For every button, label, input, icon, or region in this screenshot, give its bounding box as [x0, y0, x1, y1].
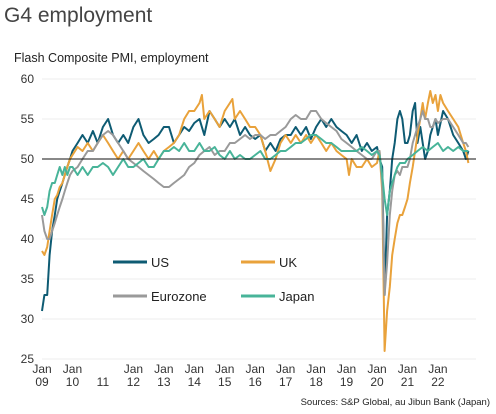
- x-tick-label: 11: [97, 375, 110, 389]
- series-line-japan: [41, 134, 469, 216]
- legend: US UK Eurozone Japan: [113, 255, 314, 304]
- x-tick-label: 21: [401, 375, 415, 389]
- x-tick-label: 22: [431, 375, 445, 389]
- x-tick-label: 10: [66, 375, 80, 389]
- y-tick-label: 25: [21, 352, 35, 366]
- x-tick-label: Jan: [367, 362, 386, 376]
- x-tick-label: Jan: [306, 362, 325, 376]
- x-tick-label: 14: [188, 375, 202, 389]
- x-tick-label: 19: [340, 375, 354, 389]
- y-tick-label: 35: [21, 272, 35, 286]
- y-tick-labels: 25 30 35 40 45 50 55 60: [21, 72, 35, 366]
- y-axis-label: Flash Composite PMI, employment: [14, 51, 209, 65]
- x-tick-label: 20: [370, 375, 384, 389]
- x-tick-label: Jan: [398, 362, 417, 376]
- y-tick-label: 45: [21, 192, 35, 206]
- series-line-eurozone: [41, 110, 470, 296]
- x-tick-label: 09: [35, 375, 49, 389]
- x-tick-label: Jan: [185, 362, 204, 376]
- x-tick-label: Jan: [124, 362, 143, 376]
- legend-label-japan: Japan: [279, 289, 314, 304]
- chart-title: G4 employment: [4, 4, 153, 27]
- x-tick-label: Jan: [32, 362, 51, 376]
- source-note: Sources: S&P Global, au Jibun Bank (Japa…: [300, 397, 490, 408]
- series-lines: [41, 90, 470, 352]
- legend-label-eurozone: Eurozone: [151, 289, 207, 304]
- legend-label-uk: UK: [279, 255, 297, 270]
- x-tick-label: 13: [157, 375, 171, 389]
- x-tick-label: 16: [249, 375, 263, 389]
- legend-label-us: US: [151, 255, 169, 270]
- y-tick-label: 60: [21, 72, 35, 86]
- x-tick-label: Jan: [428, 362, 447, 376]
- x-tick-label: Jan: [63, 362, 82, 376]
- y-tick-label: 55: [21, 112, 35, 126]
- x-tick-label: 17: [279, 375, 293, 389]
- x-tick-label: Jan: [246, 362, 265, 376]
- y-tick-label: 50: [21, 152, 35, 166]
- x-tick-label: 18: [309, 375, 323, 389]
- x-tick-label: 12: [127, 375, 141, 389]
- y-tick-label: 30: [21, 312, 35, 326]
- x-tick-label: Jan: [215, 362, 234, 376]
- x-tick-label: 15: [218, 375, 232, 389]
- y-tick-label: 40: [21, 232, 35, 246]
- x-tick-label: Jan: [276, 362, 295, 376]
- x-tick-label: Jan: [337, 362, 356, 376]
- x-tick-label: Jan: [154, 362, 173, 376]
